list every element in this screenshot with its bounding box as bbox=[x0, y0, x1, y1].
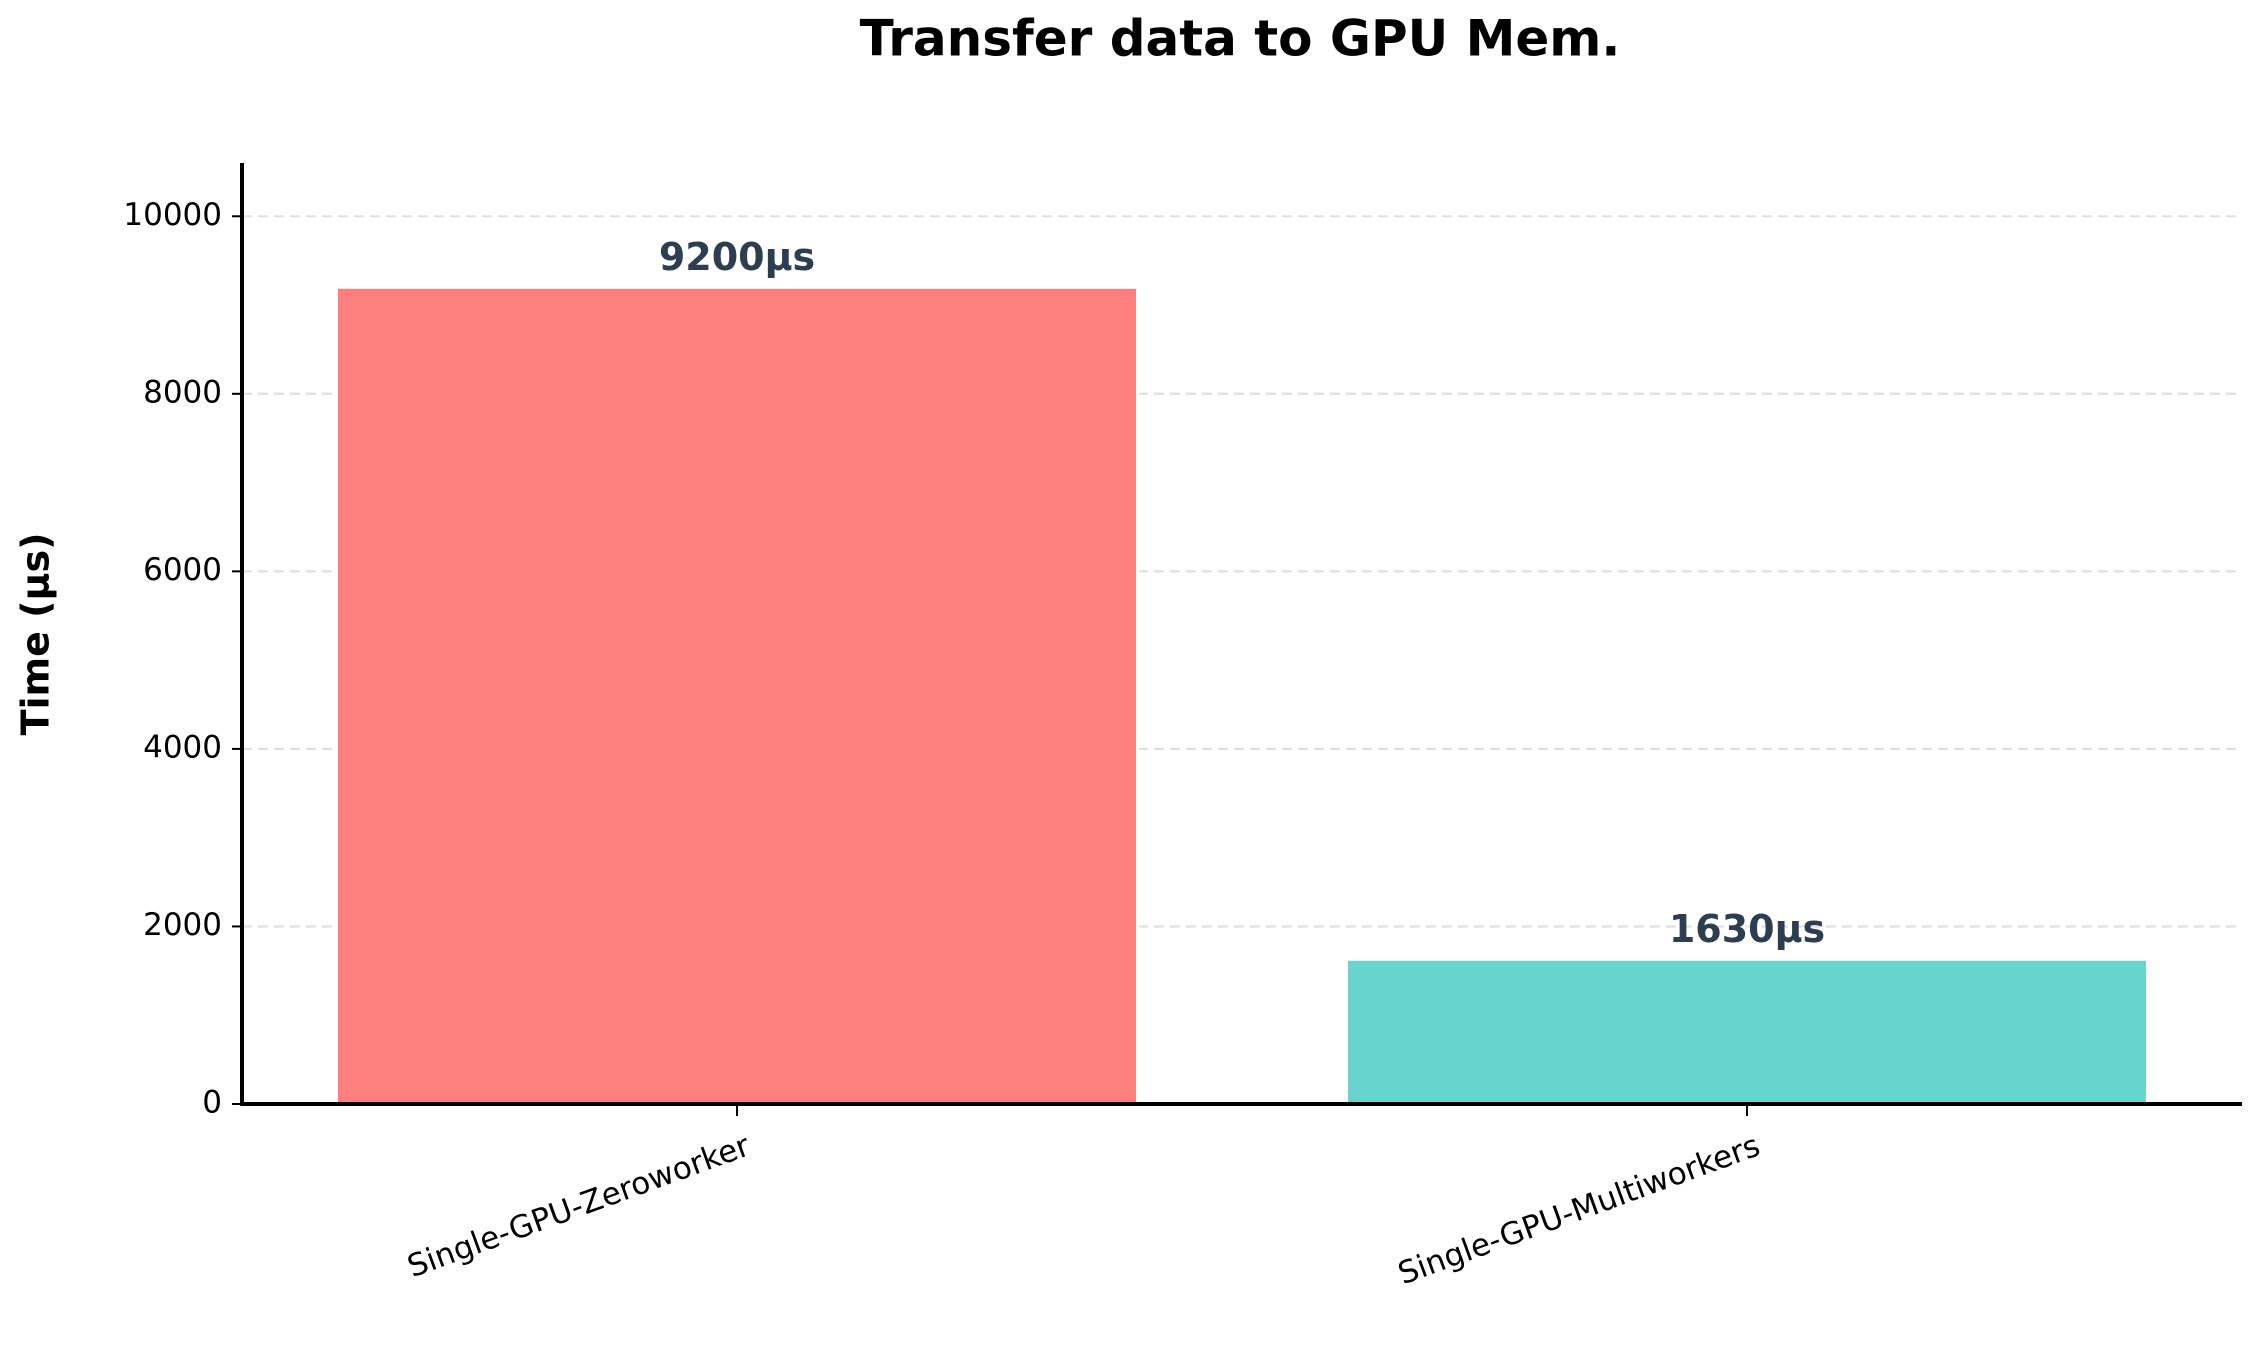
value-label: 9200μs bbox=[659, 235, 815, 279]
bar bbox=[335, 285, 1139, 1106]
y-tick-label: 10000 bbox=[123, 197, 222, 233]
value-label: 1630μs bbox=[1669, 907, 1825, 951]
y-tick-label: 6000 bbox=[143, 552, 222, 588]
y-axis-label: Time (μs) bbox=[14, 533, 58, 736]
x-tick-label: Single-GPU-Zeroworker bbox=[403, 1128, 755, 1285]
x-tick-label: Single-GPU-Multiworkers bbox=[1393, 1128, 1764, 1292]
y-tick-label: 2000 bbox=[143, 907, 222, 943]
bar bbox=[1345, 957, 2149, 1106]
y-tick-label: 8000 bbox=[143, 374, 222, 410]
chart-title: Transfer data to GPU Mem. bbox=[860, 10, 1621, 68]
y-tick-label: 4000 bbox=[143, 729, 222, 765]
y-tick-label: 0 bbox=[202, 1085, 222, 1121]
